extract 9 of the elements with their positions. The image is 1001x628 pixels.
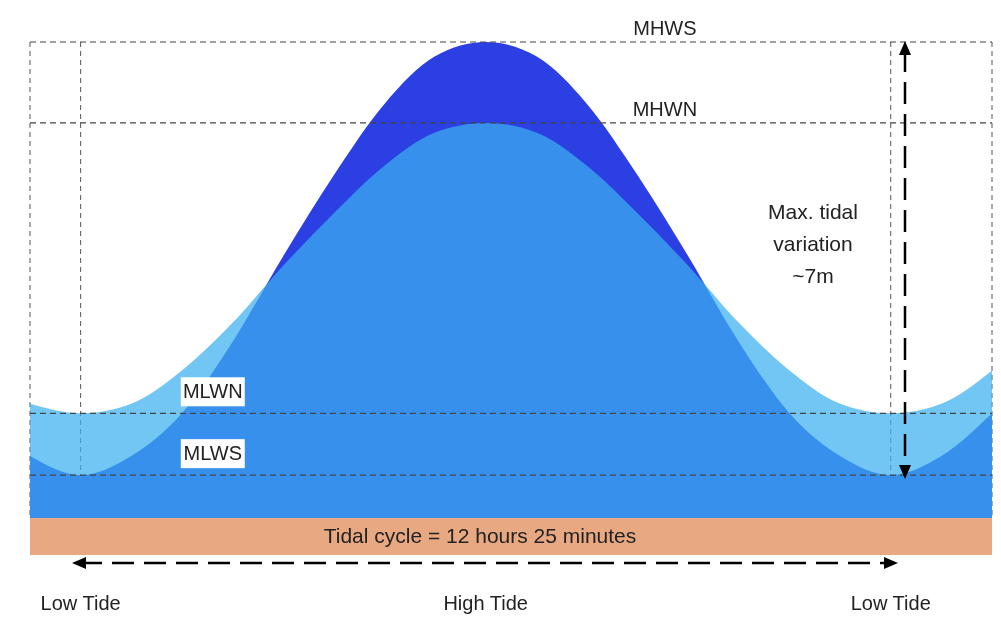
x-tick-label: Low Tide: [40, 592, 121, 614]
ref-line-label: MHWS: [633, 17, 697, 39]
ref-line-label: MLWS: [183, 442, 243, 465]
x-tick-label: High Tide: [443, 592, 528, 614]
text: Tidal cycle = 12 hours 25 minutes: [322, 524, 638, 548]
annotation: Max. tidal variation ~7m: [767, 199, 859, 289]
ref-line-label: MHWN: [632, 97, 698, 120]
ref-line-label: MLWN: [182, 380, 243, 403]
x-tick-label: Low Tide: [850, 592, 931, 614]
